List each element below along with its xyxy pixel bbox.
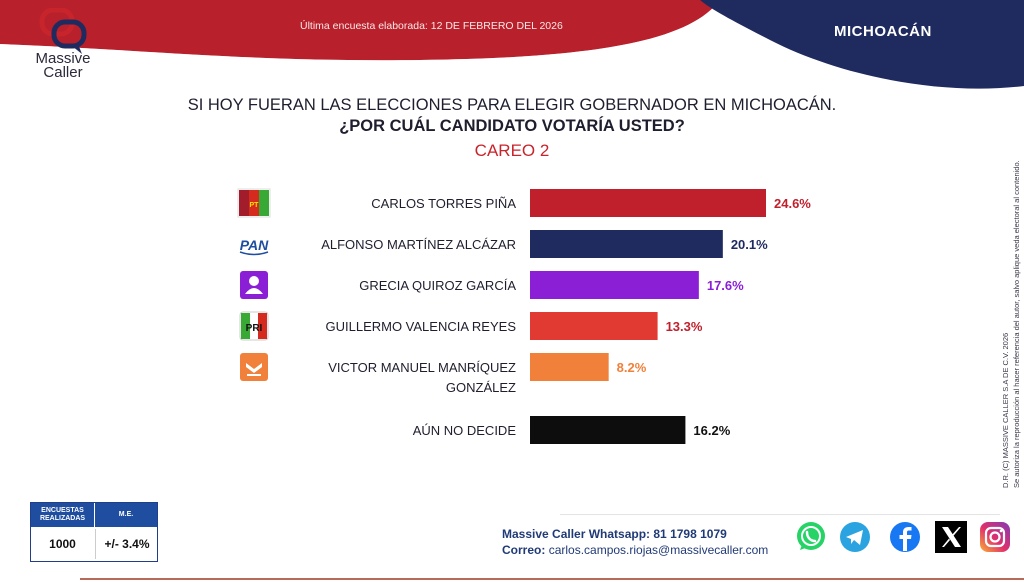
- party-text: PAN: [240, 237, 269, 253]
- bar-row: 13.3% GUILLERMO VALENCIA REYES PRI: [239, 311, 703, 341]
- red-banner-shape: [0, 0, 720, 61]
- question-line2: ¿POR CUÁL CANDIDATO VOTARÍA USTED?: [339, 117, 685, 135]
- category-label: VICTOR MANUEL MANRÍQUEZ: [328, 360, 516, 375]
- careo-label: CAREO 2: [474, 141, 550, 160]
- whatsapp-icon[interactable]: [794, 520, 828, 554]
- logo-wordmark: Massive Caller: [18, 50, 108, 81]
- value-label: 17.6%: [707, 278, 744, 293]
- morena-pt-pvem-logo-icon: PT: [237, 188, 271, 218]
- contact-divider: [560, 514, 1000, 515]
- logo-text-line2: Caller: [43, 64, 83, 81]
- value-label: 20.1%: [731, 237, 768, 252]
- bar-row: 20.1% ALFONSO MARTÍNEZ ALCÁZAR PAN: [240, 230, 768, 258]
- copyright-line2: Se autoriza la reproducción al hacer ref…: [1012, 160, 1021, 488]
- logo-text-line1: Massive: [35, 50, 91, 67]
- value-label: 16.2%: [693, 423, 730, 438]
- margin-of-error: +/- 3.4%: [95, 529, 158, 559]
- state-label: MICHOACÁN: [834, 23, 932, 40]
- chat-bubbles-logo-icon: [39, 8, 87, 54]
- facebook-icon[interactable]: [888, 520, 922, 554]
- telegram-icon[interactable]: [838, 520, 872, 554]
- bar: [530, 416, 686, 444]
- x-icon[interactable]: [934, 520, 968, 554]
- whatsapp-contact: Massive Caller Whatsapp: 81 1798 1079: [502, 527, 727, 541]
- value-label: 13.3%: [666, 319, 703, 334]
- email-label: Correo:: [502, 543, 546, 557]
- instagram-icon[interactable]: [978, 520, 1012, 554]
- pan-logo-icon: PAN: [240, 237, 269, 256]
- survey-stats-box: ENCUESTAS REALIZADAS M.E. 1000 +/- 3.4%: [30, 502, 158, 562]
- copyright-line1: D.R. (C) MASSIVE CALLER S.A DE C.V. 2026: [1001, 332, 1010, 488]
- email-address[interactable]: carlos.campos.riojas@massivecaller.com: [548, 543, 769, 557]
- bar-row: 17.6% GRECIA QUIROZ GARCÍA: [240, 271, 744, 299]
- navy-banner-shape: [700, 0, 1024, 89]
- surveys-count: 1000: [49, 537, 76, 551]
- brand-logo: Massive Caller: [18, 8, 108, 88]
- email-contact: Correo: carlos.campos.riojas@massivecall…: [502, 543, 768, 557]
- surveys-header: ENCUESTAS REALIZADAS: [31, 503, 94, 527]
- bar: [530, 312, 658, 340]
- bar-row: 16.2% AÚN NO DECIDE: [413, 416, 731, 444]
- category-label: GRECIA QUIROZ GARCÍA: [359, 278, 516, 293]
- bar-row: 8.2% VICTOR MANUEL MANRÍQUEZ GONZÁLEZ: [240, 353, 647, 395]
- copyright-note: D.R. (C) MASSIVE CALLER S.A DE C.V. 2026…: [1000, 160, 1022, 488]
- category-label: AÚN NO DECIDE: [413, 423, 517, 438]
- category-label: CARLOS TORRES PIÑA: [371, 196, 516, 211]
- category-label: ALFONSO MARTÍNEZ ALCÁZAR: [321, 237, 516, 252]
- party-text: PRI: [246, 323, 263, 334]
- survey-date: Última encuesta elaborada: 12 DE FEBRERO…: [300, 20, 563, 32]
- value-label: 8.2%: [617, 360, 647, 375]
- party-text: PT: [250, 202, 260, 209]
- bar: [530, 353, 609, 381]
- question-line1: SI HOY FUERAN LAS ELECCIONES PARA ELEGIR…: [187, 96, 837, 114]
- bar: [530, 189, 766, 217]
- independent-candidate-icon: [240, 271, 268, 299]
- bar: [530, 271, 699, 299]
- header-banner: [0, 0, 1024, 89]
- bar-row: 24.6% CARLOS TORRES PIÑA PT: [237, 188, 811, 218]
- value-label: 24.6%: [774, 196, 811, 211]
- margin-header: M.E.: [95, 503, 157, 527]
- bottom-rule: [80, 578, 1024, 580]
- category-label: GUILLERMO VALENCIA REYES: [326, 319, 517, 334]
- pri-logo-icon: PRI: [239, 311, 269, 341]
- bar: [530, 230, 723, 258]
- movimiento-ciudadano-logo-icon: [240, 353, 268, 381]
- category-label: GONZÁLEZ: [446, 380, 516, 395]
